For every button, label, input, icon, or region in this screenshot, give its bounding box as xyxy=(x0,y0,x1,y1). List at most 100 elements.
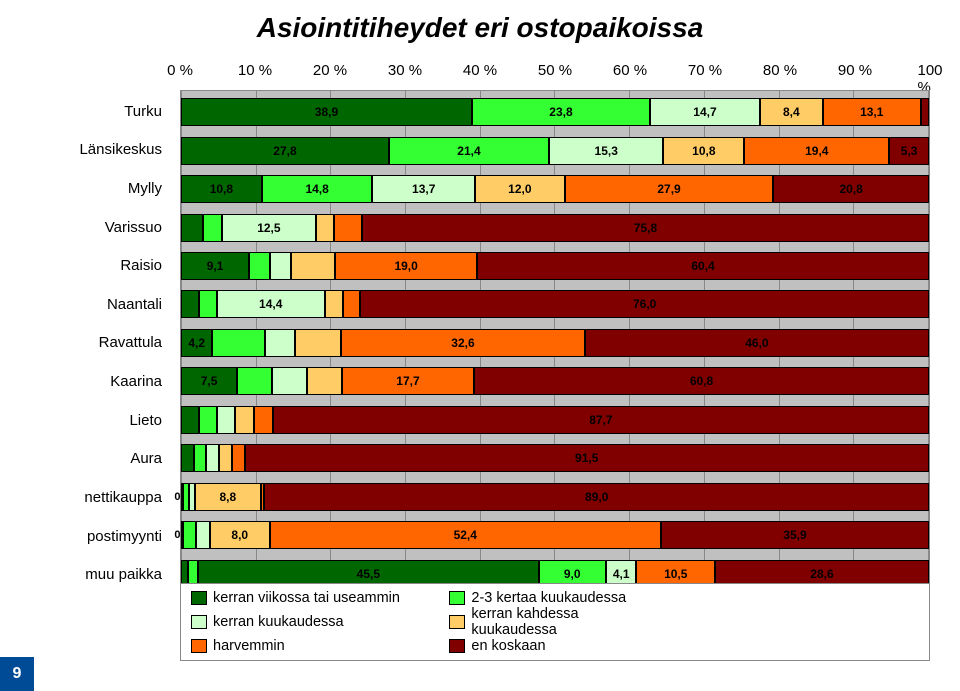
category-label: muu paikka xyxy=(0,561,170,589)
bar-row: 27,821,415,310,819,45,3 xyxy=(181,137,929,165)
x-tick-label: 50 % xyxy=(538,62,572,79)
bar-segment: 12,5 xyxy=(222,214,316,242)
bar-segment xyxy=(199,290,217,318)
bar-segment: 60,8 xyxy=(474,367,929,395)
legend-label: harvemmin xyxy=(213,638,285,654)
bar-segment: 75,8 xyxy=(362,214,929,242)
bar-segment xyxy=(181,406,199,434)
bar-row: 9,119,060,4 xyxy=(181,252,929,280)
bar-segment: 60,4 xyxy=(477,252,929,280)
x-axis-labels: 0 %10 %20 %30 %40 %50 %60 %70 %80 %90 %1… xyxy=(180,62,930,82)
category-label: Länsikeskus xyxy=(0,136,170,164)
bar-segment xyxy=(212,329,264,357)
bar-segment: 76,0 xyxy=(360,290,928,318)
category-label: Naantali xyxy=(0,290,170,318)
bar-segment: 87,7 xyxy=(273,406,929,434)
legend-swatch xyxy=(191,615,207,629)
bar-segment: 13,7 xyxy=(372,175,474,203)
bar-segment: 9,1 xyxy=(181,252,249,280)
bar-segment: 52,4 xyxy=(270,521,661,549)
bar-segment: 15,3 xyxy=(549,137,663,165)
bar-segment: 19,4 xyxy=(744,137,889,165)
bar-segment: 13,1 xyxy=(823,98,921,126)
bar-segment: 8,4 xyxy=(760,98,823,126)
x-tick-label: 0 % xyxy=(167,62,193,79)
legend-label: en koskaan xyxy=(471,638,545,654)
x-tick-label: 70 % xyxy=(688,62,722,79)
bar-row: 10,814,813,712,027,920,8 xyxy=(181,175,929,203)
category-label: Raisio xyxy=(0,252,170,280)
bar-segment xyxy=(272,367,307,395)
bar-segment: 12,0 xyxy=(475,175,565,203)
bar-segment xyxy=(199,406,217,434)
category-label: postimyynti xyxy=(0,522,170,550)
bar-segment xyxy=(270,252,291,280)
legend-swatch xyxy=(449,639,465,653)
bar-segment: 5,3 xyxy=(889,137,929,165)
bar-segment xyxy=(921,98,929,126)
bar-segment xyxy=(249,252,270,280)
bar-segment xyxy=(181,290,199,318)
category-labels: TurkuLänsikeskusMyllyVarissuoRaisioNaant… xyxy=(0,90,170,596)
bar-segment: 14,8 xyxy=(262,175,373,203)
bar-segment xyxy=(232,444,245,472)
legend-label: kerran kuukaudessa xyxy=(213,614,344,630)
bar-segment: 7,5 xyxy=(181,367,237,395)
legend-swatch xyxy=(191,591,207,605)
category-label: Mylly xyxy=(0,175,170,203)
bar-row: 87,7 xyxy=(181,406,929,434)
bar-segment: 27,8 xyxy=(181,137,389,165)
bar-segment: 14,4 xyxy=(217,290,325,318)
category-label: nettikauppa xyxy=(0,483,170,511)
category-label: Varissuo xyxy=(0,213,170,241)
bar-row: 7,5 17,760,8 xyxy=(181,367,929,395)
category-label: Lieto xyxy=(0,406,170,434)
bar-segment: 46,0 xyxy=(585,329,929,357)
x-tick-label: 40 % xyxy=(463,62,497,79)
bar-segment: 4,2 xyxy=(181,329,212,357)
category-label: Ravattula xyxy=(0,329,170,357)
bar-segment: 20,8 xyxy=(773,175,929,203)
bar-row: 4,232,646,0 xyxy=(181,329,929,357)
bar-segment xyxy=(219,444,232,472)
legend-item: kerran kuukaudessa xyxy=(191,606,409,638)
bar-segment xyxy=(237,367,272,395)
bar-segment xyxy=(181,214,203,242)
x-tick-label: 30 % xyxy=(388,62,422,79)
legend-swatch xyxy=(449,615,465,629)
bar-row: 12,5 75,8 xyxy=(181,214,929,242)
x-tick-label: 80 % xyxy=(763,62,797,79)
legend-label: kerran kahdessa kuukaudessa xyxy=(471,606,667,638)
bar-segment xyxy=(217,406,235,434)
bar-segment: 27,9 xyxy=(565,175,774,203)
bar-row: 91,5 xyxy=(181,444,929,472)
bar-segment: 21,4 xyxy=(389,137,549,165)
bar-segment xyxy=(316,214,335,242)
bar-segment: 89,0 xyxy=(264,483,929,511)
bar-segment: 17,7 xyxy=(342,367,474,395)
bar-segment xyxy=(206,444,219,472)
bar-segment: 8,0 xyxy=(210,521,270,549)
bar-segment xyxy=(265,329,295,357)
bar-segment xyxy=(291,252,335,280)
bar-row: 14,4 76,0 xyxy=(181,290,929,318)
bar-segment: 10,8 xyxy=(181,175,262,203)
x-tick-label: 10 % xyxy=(238,62,272,79)
bar-segment: 35,9 xyxy=(661,521,929,549)
bar-segment xyxy=(235,406,254,434)
bar-segment xyxy=(307,367,341,395)
x-tick-label: 90 % xyxy=(838,62,872,79)
x-tick-label: 20 % xyxy=(313,62,347,79)
bar-segment xyxy=(183,521,196,549)
category-label: Aura xyxy=(0,445,170,473)
bar-row: 38,923,814,78,413,1 xyxy=(181,98,929,126)
legend-swatch xyxy=(191,639,207,653)
bar-segment xyxy=(181,444,194,472)
bar-segment: 23,8 xyxy=(472,98,650,126)
bar-segment xyxy=(295,329,341,357)
bar-segment: 14,7 xyxy=(650,98,760,126)
bar-segment: 38,9 xyxy=(181,98,472,126)
category-label: Kaarina xyxy=(0,368,170,396)
bar-segment: 8,8 xyxy=(195,483,261,511)
bar-segment xyxy=(194,444,207,472)
